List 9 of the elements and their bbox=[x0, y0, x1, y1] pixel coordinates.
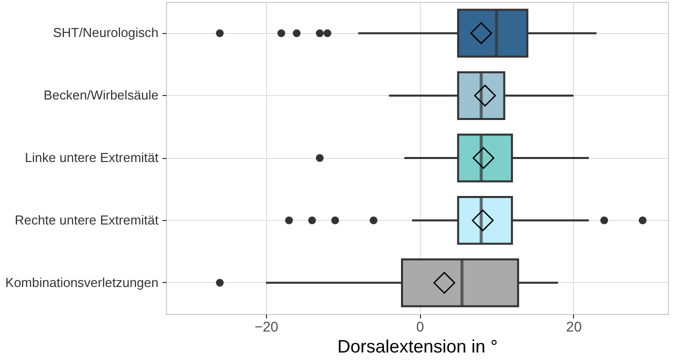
y-tick-label: Becken/Wirbelsäule bbox=[44, 88, 158, 103]
x-tick-label: −20 bbox=[254, 318, 279, 334]
x-axis-title: Dorsalextension in ° bbox=[337, 336, 498, 356]
y-tick-label: Rechte untere Extremität bbox=[14, 212, 159, 228]
x-tick-label: 20 bbox=[566, 318, 582, 334]
y-tick-label: SHT/Neurologisch bbox=[53, 25, 158, 40]
x-tick-label: 0 bbox=[416, 318, 424, 334]
y-tick-label: Kombinationsverletzungen bbox=[5, 274, 158, 290]
y-tick-label: Linke untere Extremität bbox=[24, 150, 159, 165]
